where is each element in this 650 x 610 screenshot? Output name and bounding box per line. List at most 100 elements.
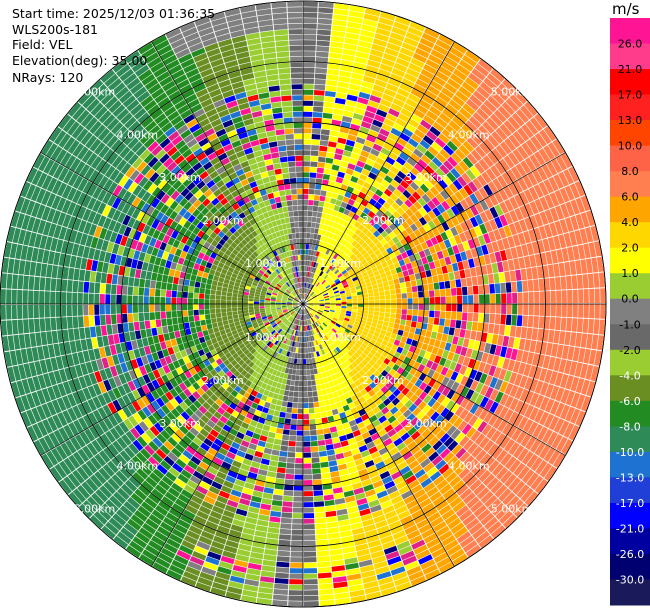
velocity-gate (344, 495, 356, 503)
velocity-gate (341, 387, 348, 394)
velocity-gate (185, 328, 192, 336)
velocity-gate (423, 385, 432, 394)
velocity-gate (51, 399, 62, 414)
velocity-gate (384, 346, 391, 353)
velocity-gate (518, 362, 526, 375)
velocity-gate (406, 249, 414, 257)
velocity-gate (546, 161, 558, 176)
velocity-gate (260, 343, 267, 349)
velocity-gate (241, 533, 254, 541)
velocity-gate (215, 571, 231, 581)
velocity-gate (494, 391, 504, 404)
velocity-gate (436, 348, 444, 357)
velocity-gate (223, 456, 234, 465)
velocity-gate (473, 483, 486, 496)
velocity-gate (420, 119, 432, 130)
velocity-gate (379, 394, 388, 402)
velocity-gate (323, 101, 335, 108)
velocity-gate (268, 367, 274, 374)
velocity-gate (427, 397, 437, 408)
velocity-gate (369, 234, 377, 242)
velocity-gate (394, 16, 411, 26)
velocity-gate (226, 304, 232, 308)
velocity-gate (312, 256, 316, 262)
velocity-gate (91, 439, 103, 453)
velocity-gate (242, 458, 252, 466)
velocity-gate (174, 376, 183, 385)
velocity-gate (304, 294, 307, 299)
velocity-gate (256, 445, 265, 453)
velocity-gate (504, 473, 517, 488)
velocity-gate (361, 478, 372, 487)
velocity-gate (234, 363, 241, 370)
velocity-gate (314, 79, 326, 85)
velocity-gate (285, 313, 290, 317)
velocity-gate (379, 581, 395, 591)
velocity-gate (339, 288, 345, 292)
velocity-gate (254, 296, 260, 300)
velocity-gate (265, 309, 271, 312)
velocity-gate (333, 581, 348, 589)
velocity-gate (81, 481, 95, 496)
velocity-gate (134, 424, 145, 436)
velocity-gate (407, 309, 413, 316)
velocity-gate (293, 318, 297, 324)
velocity-gate (556, 290, 562, 304)
velocity-gate (386, 42, 401, 52)
velocity-gate (324, 307, 330, 310)
velocity-gate (380, 535, 394, 545)
velocity-gate (347, 16, 363, 24)
velocity-gate (508, 134, 521, 148)
velocity-gate (273, 489, 284, 496)
velocity-gate (149, 312, 156, 321)
velocity-gate (407, 26, 423, 37)
velocity-gate (319, 406, 326, 413)
velocity-gate (188, 394, 197, 404)
velocity-gate (361, 381, 369, 388)
velocity-gate (371, 393, 379, 402)
velocity-gate (362, 290, 368, 295)
velocity-gate (361, 227, 369, 235)
velocity-gate (316, 234, 322, 241)
velocity-gate (363, 405, 372, 414)
velocity-gate (432, 381, 441, 391)
velocity-gate (419, 382, 428, 391)
velocity-gate (369, 339, 377, 345)
velocity-gate (300, 309, 302, 315)
velocity-gate (127, 380, 137, 392)
velocity-gate (334, 384, 341, 391)
velocity-gate (308, 397, 314, 403)
velocity-gate (304, 309, 307, 314)
velocity-gate (369, 414, 378, 423)
velocity-gate (44, 304, 50, 318)
velocity-gate (521, 244, 529, 257)
velocity-gate (248, 394, 256, 402)
velocity-gate (363, 181, 372, 190)
velocity-gate (550, 385, 560, 400)
velocity-gate (580, 259, 588, 274)
velocity-gate (335, 296, 341, 299)
velocity-gate (324, 90, 336, 98)
velocity-gate (404, 560, 420, 571)
velocity-gate (179, 544, 194, 556)
velocity-gate (62, 410, 73, 424)
velocity-gate (306, 308, 310, 313)
velocity-gate (138, 287, 145, 296)
velocity-gate (303, 293, 305, 299)
velocity-gate (360, 283, 367, 289)
velocity-gate (391, 304, 397, 309)
velocity-gate (347, 134, 357, 142)
velocity-gate (412, 191, 421, 201)
velocity-gate (395, 505, 408, 515)
velocity-gate (300, 348, 303, 353)
velocity-gate (196, 387, 205, 396)
velocity-gate (55, 304, 61, 317)
velocity-gate (567, 346, 575, 361)
velocity-gate (311, 310, 316, 315)
velocity-gate (139, 278, 146, 288)
velocity-gate (333, 276, 339, 282)
velocity-gate (478, 125, 491, 138)
velocity-gate (319, 450, 327, 457)
velocity-gate (499, 436, 511, 449)
velocity-gate (403, 436, 414, 446)
